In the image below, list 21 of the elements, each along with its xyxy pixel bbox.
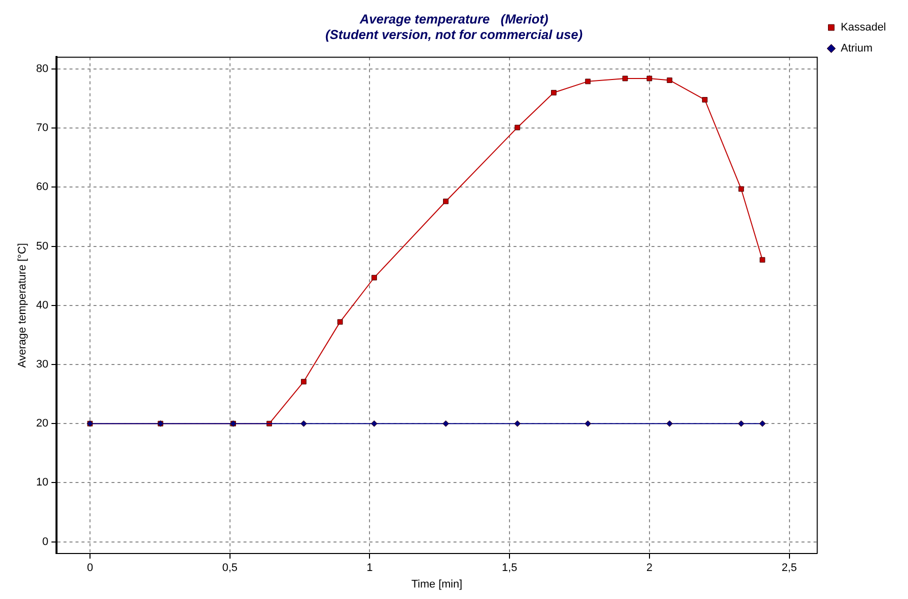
x-tick-label: 0,5 [222,562,238,574]
y-tick-label: 40 [36,299,48,312]
y-tick-label: 60 [36,181,48,194]
text: (Student version, not for commercial use) [325,26,583,42]
y-tick-label: 10 [36,476,48,489]
x-tick-label: 2 [646,562,652,574]
x-tick-label: 1,5 [502,562,518,574]
y-tick-label: 70 [36,122,48,134]
y-tick-label: 20 [36,418,48,430]
y-tick-label: 50 [36,240,48,252]
x-tick-label: 1 [366,562,373,574]
legend-label: Kassadel [840,22,886,34]
text: Average temperature (Meriot) [360,11,548,26]
y-tick-label: 30 [36,358,48,371]
y-tick-label: 80 [36,63,48,76]
x-tick-label: 2,5 [782,562,797,574]
x-axis-title: Time [min] [411,578,462,590]
y-axis-title: Average temperature [°C] [16,243,29,368]
legend-label: Atrium [840,42,873,55]
y-tick-label: 0 [42,536,48,548]
x-tick-label: 0 [86,562,94,574]
